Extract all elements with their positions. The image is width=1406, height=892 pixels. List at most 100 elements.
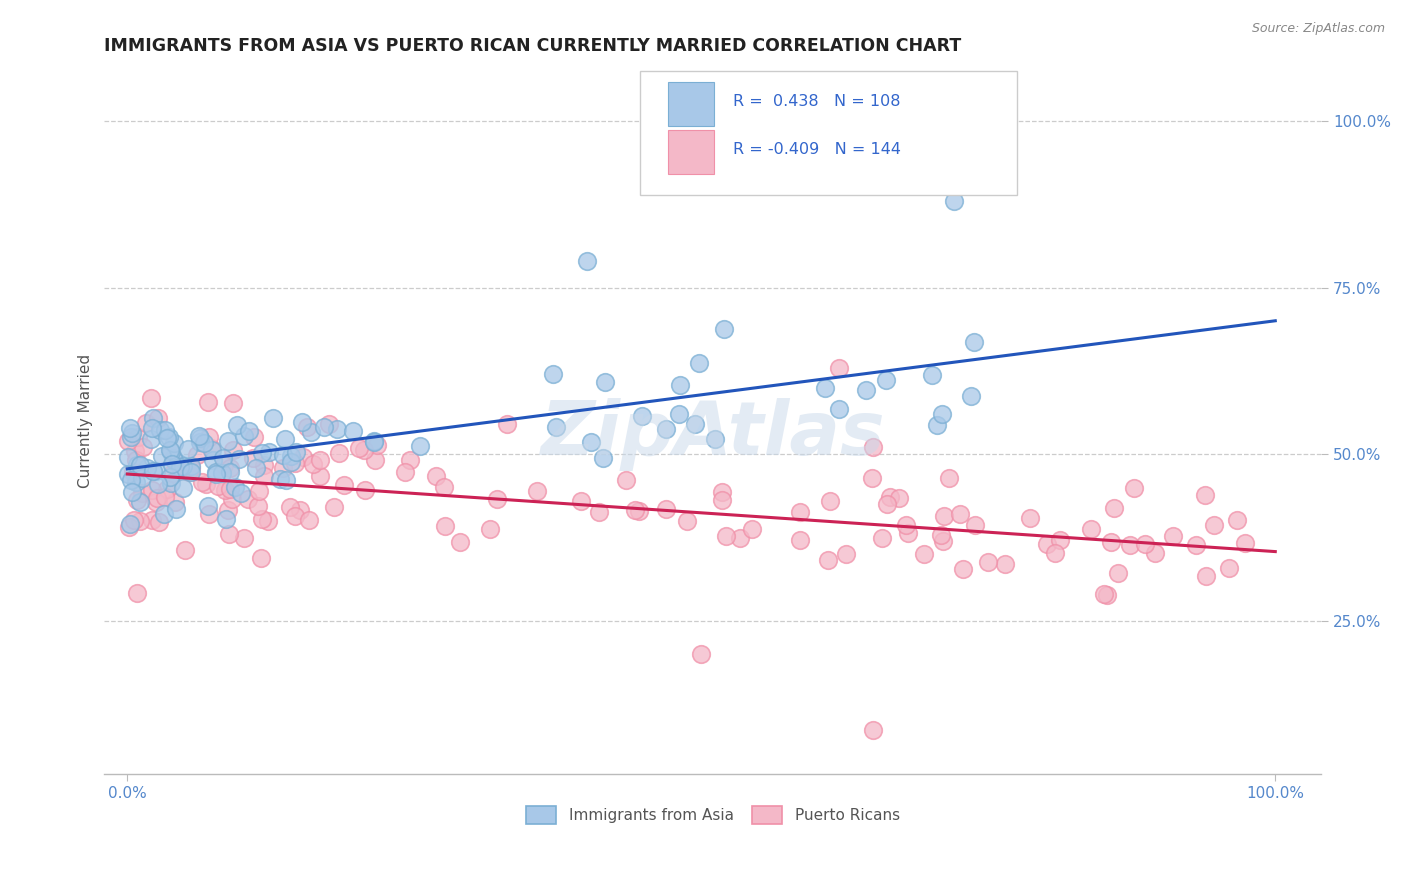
Point bbox=[188, 429, 211, 443]
Point bbox=[148, 515, 170, 529]
Point bbox=[186, 448, 208, 462]
Point bbox=[139, 391, 162, 405]
Point bbox=[931, 528, 953, 542]
Point bbox=[897, 526, 920, 541]
Point bbox=[121, 485, 143, 500]
Point bbox=[215, 511, 238, 525]
Point bbox=[963, 517, 986, 532]
Point bbox=[205, 465, 228, 479]
Point bbox=[250, 446, 273, 460]
Point bbox=[870, 531, 893, 545]
Point bbox=[124, 453, 146, 467]
Point bbox=[233, 531, 256, 545]
Point bbox=[353, 483, 375, 498]
Point bbox=[202, 452, 225, 467]
Point bbox=[162, 450, 184, 465]
Point bbox=[120, 474, 142, 488]
Point bbox=[1135, 537, 1157, 551]
Point bbox=[273, 448, 295, 462]
Point bbox=[704, 433, 727, 447]
Point bbox=[959, 389, 981, 403]
Point bbox=[333, 478, 356, 492]
Point bbox=[142, 464, 165, 478]
Point bbox=[1194, 488, 1216, 502]
Point bbox=[579, 435, 602, 450]
Point bbox=[921, 368, 943, 382]
Point bbox=[222, 443, 245, 458]
Point bbox=[325, 421, 347, 435]
Point bbox=[145, 495, 167, 509]
Point bbox=[217, 434, 239, 449]
Point bbox=[218, 482, 240, 496]
Point bbox=[197, 430, 219, 444]
Point bbox=[363, 435, 385, 450]
Point bbox=[141, 513, 163, 527]
Text: R =  0.438   N = 108: R = 0.438 N = 108 bbox=[734, 95, 901, 110]
Point bbox=[1092, 587, 1115, 601]
Point bbox=[197, 499, 219, 513]
Point bbox=[250, 550, 273, 565]
Point bbox=[614, 473, 637, 487]
Point bbox=[301, 457, 323, 471]
Point bbox=[328, 446, 350, 460]
Point bbox=[932, 534, 955, 549]
Bar bbox=[668, 82, 714, 126]
Point bbox=[1185, 538, 1208, 552]
Text: ZipAtlas: ZipAtlas bbox=[540, 399, 886, 472]
Point bbox=[728, 532, 751, 546]
Point bbox=[221, 492, 243, 507]
Point bbox=[588, 505, 610, 519]
Point bbox=[543, 367, 565, 381]
Point bbox=[125, 586, 148, 600]
Point bbox=[165, 494, 187, 508]
Point bbox=[342, 424, 364, 438]
Point bbox=[323, 500, 346, 514]
Point bbox=[312, 419, 335, 434]
Point bbox=[280, 449, 302, 463]
Point bbox=[546, 419, 568, 434]
Point bbox=[153, 490, 176, 504]
Point bbox=[177, 442, 200, 456]
Point bbox=[152, 449, 174, 463]
Point bbox=[160, 457, 183, 471]
Point bbox=[212, 450, 235, 465]
Point bbox=[1226, 513, 1249, 527]
Point bbox=[963, 334, 986, 349]
Point bbox=[159, 470, 181, 484]
Point bbox=[280, 500, 302, 515]
Point bbox=[1036, 537, 1059, 551]
Point bbox=[862, 440, 884, 454]
Point bbox=[214, 483, 236, 498]
Point bbox=[879, 490, 901, 504]
Point bbox=[1123, 481, 1146, 495]
Point bbox=[593, 375, 616, 389]
Point bbox=[197, 507, 219, 521]
Point bbox=[496, 417, 519, 431]
Point bbox=[713, 322, 735, 336]
Point bbox=[229, 486, 252, 500]
Point bbox=[201, 443, 224, 458]
Point bbox=[789, 505, 811, 519]
Text: Source: ZipAtlas.com: Source: ZipAtlas.com bbox=[1251, 22, 1385, 36]
Point bbox=[242, 450, 264, 465]
Point bbox=[159, 442, 181, 457]
Point bbox=[690, 647, 713, 661]
Point bbox=[149, 423, 172, 437]
Point bbox=[1049, 533, 1071, 547]
Point bbox=[977, 555, 1000, 569]
Point bbox=[292, 450, 315, 464]
Point bbox=[156, 431, 179, 445]
Point bbox=[194, 476, 217, 491]
Point bbox=[675, 514, 697, 528]
Point bbox=[592, 450, 614, 465]
Point bbox=[274, 432, 297, 446]
Point bbox=[932, 509, 955, 524]
Point bbox=[121, 425, 143, 440]
Point bbox=[207, 479, 229, 493]
Point bbox=[394, 465, 416, 479]
Point bbox=[1204, 517, 1226, 532]
Point bbox=[179, 465, 201, 479]
Point bbox=[211, 467, 233, 481]
Point bbox=[153, 423, 176, 437]
Point bbox=[433, 480, 456, 494]
